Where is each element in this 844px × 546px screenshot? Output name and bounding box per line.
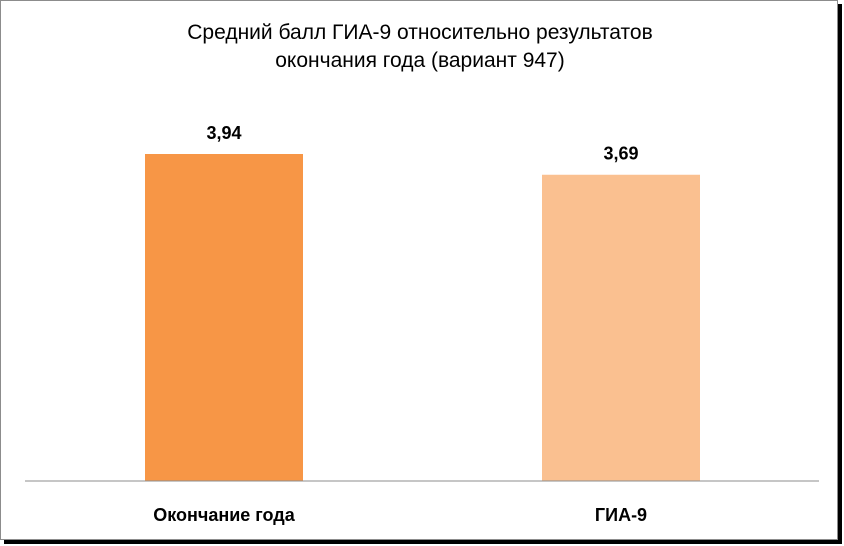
bar-value-label-2: 3,69 bbox=[603, 144, 638, 164]
bar-2 bbox=[542, 174, 700, 482]
chart-title: Средний балл ГИА-9 относительно результа… bbox=[1, 19, 839, 75]
category-label-2: ГИА-9 bbox=[595, 505, 647, 525]
chart-title-line-2: окончания года (вариант 947) bbox=[275, 49, 565, 72]
chart-title-line-1: Средний балл ГИА-9 относительно результа… bbox=[187, 21, 653, 44]
category-label-1: Окончание года bbox=[153, 505, 295, 525]
bar-value-label-1: 3,94 bbox=[206, 123, 241, 143]
bar-1 bbox=[145, 154, 303, 481]
